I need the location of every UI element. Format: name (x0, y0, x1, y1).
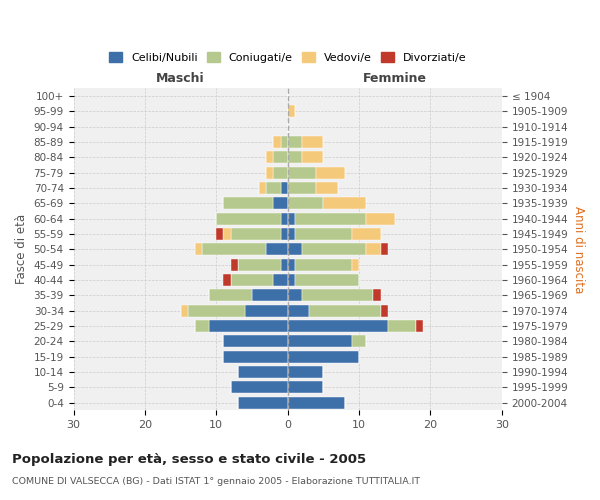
Bar (287, 182, 316, 194)
Bar (223, 198, 274, 209)
Bar (274, 136, 281, 148)
Bar (223, 274, 230, 286)
Bar (266, 152, 274, 164)
Y-axis label: Fasce di età: Fasce di età (15, 214, 28, 284)
Bar (266, 244, 287, 256)
Bar (295, 212, 366, 224)
Bar (380, 304, 388, 316)
Bar (287, 396, 345, 408)
Bar (287, 212, 295, 224)
Bar (302, 152, 323, 164)
Bar (230, 228, 281, 240)
Bar (323, 198, 366, 209)
Bar (352, 336, 366, 347)
Bar (287, 152, 302, 164)
Bar (181, 304, 188, 316)
Bar (238, 258, 281, 270)
Bar (202, 244, 266, 256)
Bar (266, 182, 281, 194)
Bar (230, 382, 287, 394)
Bar (287, 198, 323, 209)
Bar (217, 228, 223, 240)
Bar (259, 182, 266, 194)
Bar (281, 258, 287, 270)
Bar (188, 304, 245, 316)
Text: COMUNE DI VALSECCA (BG) - Dati ISTAT 1° gennaio 2005 - Elaborazione TUTTITALIA.I: COMUNE DI VALSECCA (BG) - Dati ISTAT 1° … (12, 478, 420, 486)
Bar (274, 198, 287, 209)
Bar (352, 228, 380, 240)
Bar (380, 244, 388, 256)
Bar (274, 152, 287, 164)
Y-axis label: Anni di nascita: Anni di nascita (572, 206, 585, 293)
Text: Femmine: Femmine (363, 72, 427, 86)
Bar (287, 320, 388, 332)
Bar (287, 336, 352, 347)
Bar (287, 382, 323, 394)
Bar (209, 320, 287, 332)
Bar (295, 258, 352, 270)
Bar (245, 304, 287, 316)
Bar (316, 166, 345, 178)
Bar (287, 350, 359, 362)
Bar (295, 228, 352, 240)
Bar (266, 166, 274, 178)
Text: Popolazione per età, sesso e stato civile - 2005: Popolazione per età, sesso e stato civil… (12, 452, 366, 466)
Bar (287, 304, 309, 316)
Bar (223, 350, 287, 362)
Bar (366, 212, 395, 224)
Bar (295, 274, 359, 286)
Bar (274, 274, 287, 286)
Bar (281, 212, 287, 224)
Bar (309, 304, 380, 316)
Bar (287, 106, 295, 118)
Bar (287, 290, 302, 302)
Bar (281, 136, 287, 148)
Bar (416, 320, 424, 332)
Bar (352, 258, 359, 270)
Bar (302, 244, 366, 256)
Bar (281, 228, 287, 240)
Bar (238, 396, 287, 408)
Bar (195, 320, 209, 332)
Bar (230, 258, 238, 270)
Bar (373, 290, 380, 302)
Bar (230, 274, 274, 286)
Bar (281, 182, 287, 194)
Bar (195, 244, 202, 256)
Bar (388, 320, 416, 332)
Bar (217, 212, 281, 224)
Bar (274, 166, 287, 178)
Bar (287, 366, 323, 378)
Bar (223, 228, 230, 240)
Legend: Celibi/Nubili, Coniugati/e, Vedovi/e, Divorziati/e: Celibi/Nubili, Coniugati/e, Vedovi/e, Di… (106, 49, 470, 66)
Bar (252, 290, 287, 302)
Bar (287, 258, 295, 270)
Bar (302, 290, 373, 302)
Bar (223, 336, 287, 347)
Bar (287, 136, 302, 148)
Bar (366, 244, 380, 256)
Bar (209, 290, 252, 302)
Bar (287, 228, 295, 240)
Bar (287, 166, 316, 178)
Bar (238, 366, 287, 378)
Bar (302, 136, 323, 148)
Text: Maschi: Maschi (156, 72, 205, 86)
Bar (287, 274, 295, 286)
Bar (287, 244, 302, 256)
Bar (316, 182, 338, 194)
